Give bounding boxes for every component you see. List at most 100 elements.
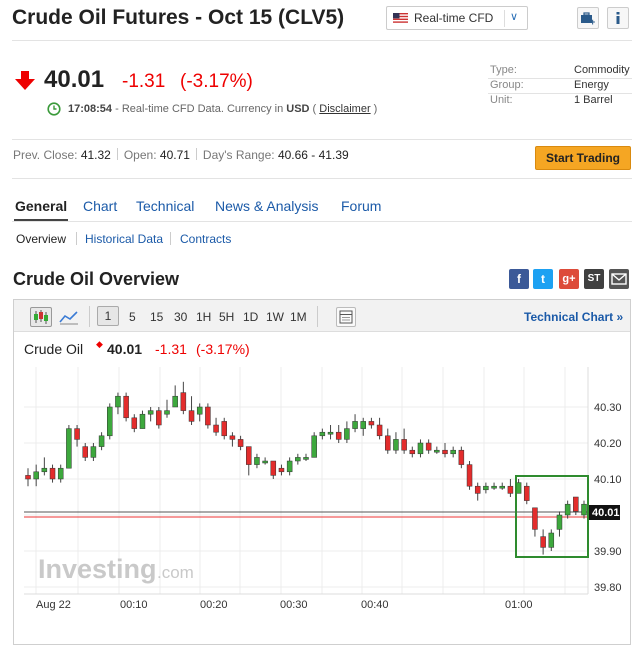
prev-close-label: Prev. Close: [13, 148, 78, 162]
candle-body [229, 435, 236, 440]
subtab-contracts[interactable]: Contracts [180, 232, 232, 246]
candle-body [25, 475, 31, 480]
tab-news-analysis[interactable]: News & Analysis [215, 198, 319, 214]
clock-icon [47, 102, 61, 116]
y-tick-label: 39.90 [594, 546, 622, 558]
candle-body [57, 467, 64, 480]
candle-body [286, 460, 293, 473]
timeframe-1[interactable]: 1 [97, 306, 119, 326]
timeframe-1h[interactable]: 1H [196, 310, 212, 324]
y-tick-label: 40.20 [594, 438, 622, 450]
tabs-divider [12, 221, 632, 222]
timeframe-5[interactable]: 5 [129, 310, 136, 324]
meta-unit-value: 1 Barrel [574, 94, 613, 106]
stocktwits-icon[interactable]: ST [584, 269, 604, 289]
timeframe-5h[interactable]: 5H [219, 310, 235, 324]
subtab-overview[interactable]: Overview [16, 232, 67, 246]
info-button[interactable] [607, 7, 629, 29]
days-range-label: Day's Range: [202, 148, 275, 162]
start-trading-button[interactable]: Start Trading [535, 146, 631, 170]
candle-body [278, 467, 285, 473]
candle-body [319, 431, 326, 437]
twitter-icon[interactable]: t [533, 269, 553, 289]
x-tick-label: 00:30 [280, 599, 308, 611]
candle-body [401, 439, 407, 451]
candle-body [466, 464, 473, 487]
toolbar-divider [317, 306, 318, 327]
last-price: 40.01 [44, 66, 105, 93]
tab-chart[interactable]: Chart [83, 198, 118, 214]
google-plus-icon[interactable]: g+ [559, 269, 579, 289]
timeframe-15[interactable]: 15 [150, 310, 164, 324]
x-tick-label: 00:20 [200, 599, 228, 611]
candle-body [213, 424, 219, 433]
candle-body [131, 417, 138, 429]
subtab-historical-data[interactable]: Historical Data [85, 232, 164, 246]
tab-general[interactable]: General [15, 198, 68, 214]
x-tick-label: 01:00 [505, 599, 533, 611]
candle-body [246, 446, 252, 465]
price-change: -1.31 [122, 71, 166, 92]
candlestick-type-button[interactable] [30, 307, 52, 327]
subtab-divider [76, 232, 77, 245]
timeframe-1w[interactable]: 1W [266, 310, 284, 324]
meta-divider [488, 93, 632, 94]
candle-body [581, 503, 587, 516]
chart-legend-price: 40.01 [107, 341, 143, 357]
meta-group-label: Group: [490, 79, 524, 91]
candle-body [474, 485, 481, 494]
tab-forum[interactable]: Forum [341, 198, 382, 214]
candle-body [360, 421, 366, 429]
candle-body [156, 410, 162, 426]
tab-technical[interactable]: Technical [136, 198, 195, 214]
down-arrow-icon [15, 71, 35, 90]
investing-watermark: Investing [38, 554, 157, 584]
investing-watermark-suffix: .com [157, 563, 194, 582]
y-tick-label: 39.80 [594, 582, 622, 594]
table-view-icon [339, 310, 353, 324]
portfolio-add-icon: + [581, 12, 595, 27]
last-price-tag [589, 505, 620, 520]
candle-body [237, 439, 244, 447]
candle-body [483, 485, 489, 491]
candle-body [352, 421, 358, 429]
email-icon[interactable] [609, 269, 629, 289]
candle-body [556, 514, 563, 530]
candle-body [573, 496, 579, 512]
section-title: Crude Oil Overview [13, 269, 180, 289]
data-note: - Real-time CFD Data. Currency in [112, 103, 287, 115]
subtab-divider [170, 232, 171, 245]
chart-settings-button[interactable] [336, 307, 356, 327]
area-chart-icon [59, 311, 78, 325]
data-timestamp-line: 17:08:54 - Real-time CFD Data. Currency … [68, 103, 377, 115]
svg-text:+: + [590, 17, 595, 27]
candle-body [49, 467, 56, 480]
candle-body [33, 471, 39, 480]
last-price-tag-label: 40.01 [592, 507, 620, 519]
disclaimer-link[interactable]: Disclaimer [319, 103, 371, 115]
area-type-button[interactable] [57, 307, 81, 327]
candle-body [90, 446, 97, 458]
candle-body [188, 410, 195, 422]
facebook-icon[interactable]: f [509, 269, 529, 289]
technical-chart-link[interactable]: Technical Chart » [524, 310, 624, 324]
highlight-box [515, 475, 589, 558]
candle-body [564, 503, 571, 516]
timeframe-1m[interactable]: 1M [290, 310, 307, 324]
x-tick-label: Aug 22 [36, 599, 71, 611]
candle-body [107, 406, 113, 437]
candle-body [262, 460, 268, 464]
candle-body [344, 428, 350, 440]
timeframe-30[interactable]: 30 [174, 310, 188, 324]
meta-type-label: Type: [490, 64, 517, 76]
dropdown-divider [504, 10, 505, 27]
timeframe-1d[interactable]: 1D [243, 310, 259, 324]
realtime-cfd-dropdown[interactable]: Real-time CFD ∨ [386, 6, 528, 30]
candle-body [376, 424, 383, 437]
candle-body [270, 460, 277, 476]
meta-group-value: Energy [574, 79, 609, 91]
candle-body [41, 467, 48, 473]
add-to-portfolio-button[interactable]: + [577, 7, 599, 29]
meta-type-value: Commodity [574, 64, 630, 76]
